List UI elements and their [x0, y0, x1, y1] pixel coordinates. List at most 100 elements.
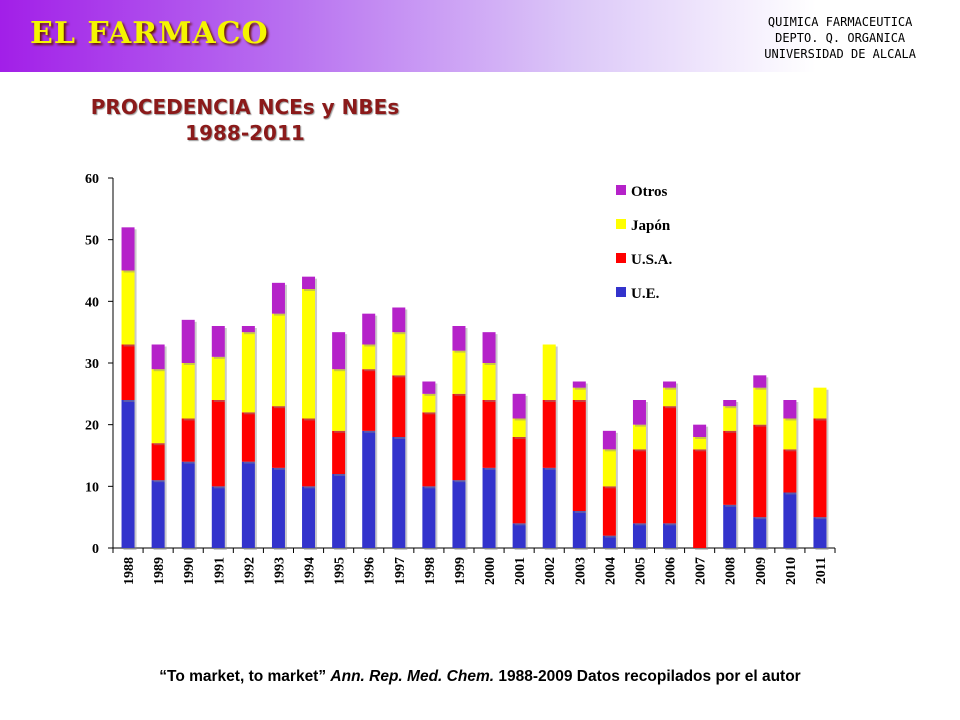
bar-segment [482, 363, 496, 400]
x-tick-label: 2010 [784, 557, 799, 585]
bar-segment [422, 412, 436, 487]
bar-segment [332, 430, 346, 474]
bar-segment [572, 400, 586, 511]
chart-title-line: PROCEDENCIA NCEs y NBEs [90, 95, 400, 119]
bar-segment [723, 430, 737, 505]
x-tick-label: 1993 [272, 557, 287, 585]
bar-segment [241, 461, 255, 548]
bar-segment [693, 449, 707, 548]
legend-label: Otros [631, 184, 668, 200]
bar-segment [452, 480, 466, 548]
y-tick-label: 0 [92, 542, 99, 557]
bar-segment [271, 467, 285, 548]
bar-segment [663, 523, 677, 548]
bar-segment [181, 461, 195, 548]
bar-segment [452, 350, 466, 394]
legend-label: U.E. [631, 286, 660, 302]
x-tick-label: 1988 [122, 557, 137, 585]
x-tick-label: 2002 [543, 557, 558, 585]
bar-segment [723, 504, 737, 548]
bar-segment [632, 449, 646, 524]
x-tick-label: 1996 [363, 557, 378, 585]
header-banner: EL FARMACO QUIMICA FARMACEUTICA DEPTO. Q… [0, 0, 960, 72]
bar-segment [362, 430, 376, 548]
bar-segment [392, 332, 406, 376]
bar-segment [211, 326, 225, 357]
bar-segment [121, 400, 135, 548]
bar-segment [602, 486, 616, 536]
y-tick-label: 60 [85, 172, 99, 187]
bar-segment [783, 492, 797, 548]
bar-segment [632, 400, 646, 425]
legend-swatch [616, 253, 626, 263]
y-tick-label: 10 [85, 480, 99, 495]
bar-segment [542, 467, 556, 548]
bar-segment [452, 393, 466, 481]
bar-segment [392, 307, 406, 333]
bar-segment [723, 406, 737, 431]
bar-segment [753, 387, 767, 425]
bar-segment [302, 486, 316, 548]
legend-swatch [616, 185, 626, 195]
bar-segment [783, 449, 797, 493]
bar-segment [151, 369, 165, 444]
bar-segment [332, 369, 346, 431]
bar-segment [813, 418, 827, 518]
bar-segment [482, 332, 496, 363]
x-tick-label: 2009 [754, 557, 769, 585]
bar-segment [302, 276, 316, 289]
bar-segment [121, 227, 135, 271]
bar-segment [362, 344, 376, 370]
x-tick-label: 2004 [603, 557, 618, 585]
bar-segment [482, 400, 496, 468]
bar-segment [211, 400, 225, 487]
bar-segment [151, 480, 165, 548]
bar-segment [753, 517, 767, 548]
x-tick-label: 2003 [573, 557, 588, 585]
bar-segment [302, 289, 316, 419]
legend-swatch [616, 219, 626, 229]
x-tick-label: 1992 [242, 557, 257, 585]
x-tick-label: 2001 [513, 557, 528, 585]
bar-segment [632, 523, 646, 548]
bar-segment [392, 437, 406, 548]
bar-segment [362, 369, 376, 431]
chart-title: PROCEDENCIA NCEs y NBEs 1988-2011 [70, 94, 420, 146]
chart-title-subline: 1988-2011 [185, 121, 305, 145]
bar-segment [181, 319, 195, 363]
institution-line: UNIVERSIDAD DE ALCALA [764, 47, 916, 61]
institution-block: QUIMICA FARMACEUTICA DEPTO. Q. ORGANICA … [764, 14, 916, 62]
bar-segment [542, 400, 556, 468]
bar-segment [422, 486, 436, 548]
y-tick-label: 40 [85, 295, 99, 310]
bar-segment [332, 332, 346, 370]
bar-segment [693, 424, 707, 437]
bar-segment [693, 437, 707, 450]
bar-segment [241, 326, 255, 333]
bar-segment [151, 344, 165, 370]
y-tick-label: 50 [85, 234, 99, 249]
banner-title: EL FARMACO [30, 16, 269, 51]
bar-segment [572, 381, 586, 388]
bar-segment [392, 375, 406, 437]
x-tick-label: 2000 [483, 557, 498, 585]
bar-segment [271, 313, 285, 407]
bar-segment [271, 282, 285, 314]
bar-segment [723, 400, 737, 407]
bar-segment [512, 437, 526, 524]
bar-segment [482, 467, 496, 548]
bar-segment [602, 535, 616, 548]
legend-label: Japón [631, 218, 671, 234]
x-tick-label: 1990 [182, 557, 197, 585]
bar-segment [602, 430, 616, 450]
bar-segment [121, 270, 135, 345]
x-tick-label: 2008 [724, 557, 739, 585]
bar-segment [663, 381, 677, 388]
x-tick-label: 1991 [212, 557, 227, 585]
bar-segment [512, 523, 526, 548]
bar-segment [753, 424, 767, 518]
bar-segment [542, 344, 556, 400]
citation-journal: Ann. Rep. Med. Chem. [330, 668, 495, 685]
bar-segment [151, 443, 165, 481]
citation-note: 1988-2009 Datos recopilados por el autor [494, 668, 801, 685]
